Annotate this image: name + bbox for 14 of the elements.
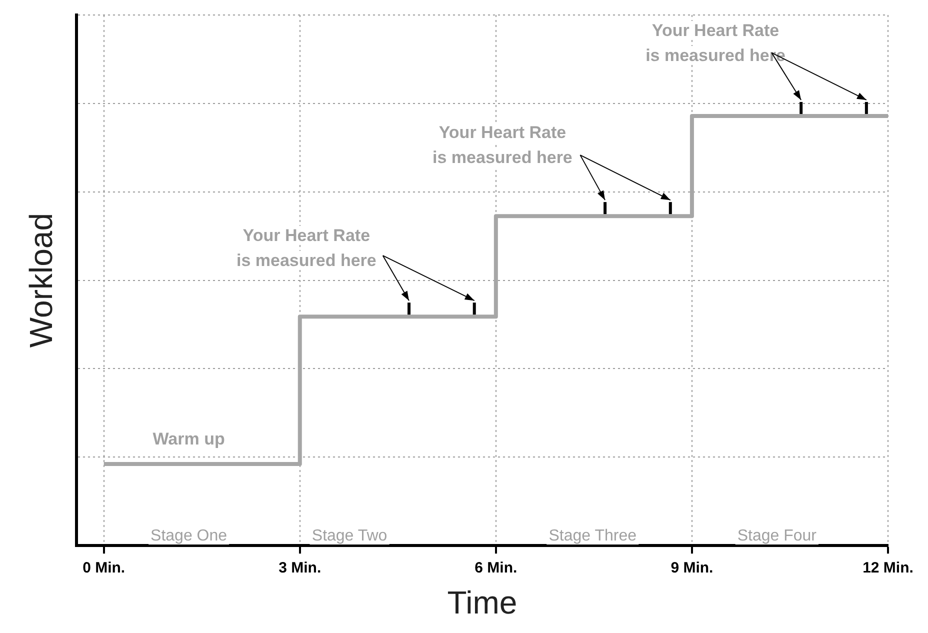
x-tick-label: 3 Min. [278, 560, 322, 577]
annotation: Stage Four [737, 527, 818, 544]
annotation: Your Heart Rate is measured here [236, 226, 376, 270]
x-axis-title: Time [447, 584, 518, 621]
x-tick-label: 12 Min. [862, 560, 914, 577]
x-tick-label: 9 Min. [670, 560, 714, 577]
annotation: Stage Three [548, 527, 637, 544]
x-tick-label: 6 Min. [474, 560, 518, 577]
annotation: Stage Two [312, 527, 388, 544]
x-tick-label: 0 Min. [82, 560, 126, 577]
annotation: Your Heart Rate is measured here [432, 123, 572, 168]
annotation: Warm up [152, 430, 225, 449]
annotation: Stage One [150, 527, 228, 544]
y-axis-title: Workload [23, 213, 60, 348]
